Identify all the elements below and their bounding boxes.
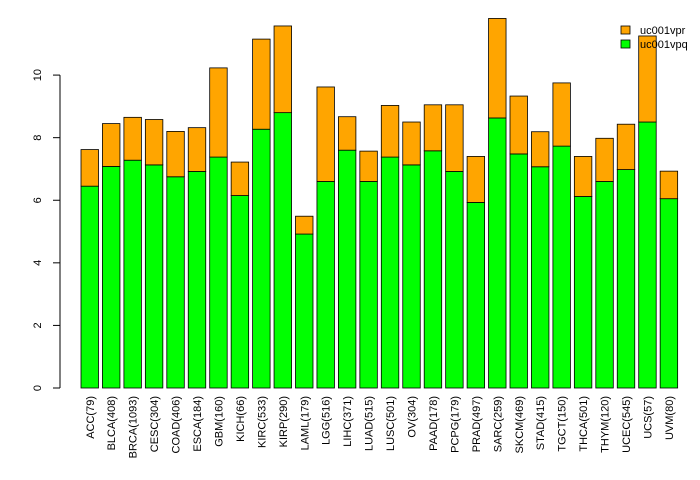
bar-uc001vpr <box>488 18 507 119</box>
x-tick-label: BRCA(1093) <box>128 396 140 458</box>
x-tick-label: LUAD(515) <box>364 396 376 451</box>
bar-uc001vpr <box>123 116 142 161</box>
x-tick-label: KIRC(533) <box>256 396 268 448</box>
bar-uc001vpq <box>595 181 614 389</box>
bar-uc001vpr <box>423 104 443 152</box>
x-tick-label: PRAD(497) <box>471 396 483 452</box>
bar-uc001vpr <box>144 119 164 166</box>
bar-uc001vpq <box>638 121 657 389</box>
x-tick-label: GBM(160) <box>213 396 225 447</box>
bar-uc001vpr <box>638 35 657 123</box>
x-tick-label: KICH(66) <box>235 396 247 442</box>
bar-uc001vpq <box>380 156 400 389</box>
x-tick-label: UCEC(545) <box>621 396 633 453</box>
bar-uc001vpq <box>166 176 185 389</box>
bar-uc001vpq <box>659 198 679 389</box>
x-tick-label: TGCT(150) <box>557 396 569 452</box>
legend-swatch-uc001vpq <box>620 39 631 49</box>
bar-uc001vpr <box>402 121 421 166</box>
bar-uc001vpr <box>80 149 99 187</box>
bar-uc001vpr <box>595 137 614 182</box>
bar-uc001vpr <box>552 82 571 147</box>
x-tick-label: THCA(501) <box>578 396 590 452</box>
x-tick-label: SKCM(469) <box>514 396 526 453</box>
x-tick-label: THYM(120) <box>600 396 612 453</box>
bar-uc001vpq <box>552 145 571 389</box>
bar-uc001vpq <box>273 112 292 389</box>
x-tick-label: ACC(79) <box>85 396 97 439</box>
bar-uc001vpq <box>423 150 443 389</box>
legend-label-uc001vpq: uc001vpq <box>640 39 688 51</box>
bar-uc001vpq <box>359 181 378 389</box>
legend: uc001vpr uc001vpq <box>620 25 688 51</box>
bar-uc001vpr <box>187 127 207 172</box>
x-tick-label: PCPG(179) <box>449 396 461 453</box>
bar-uc001vpq <box>187 171 207 389</box>
y-tick-label: 4 <box>32 260 44 266</box>
x-tick-label: LIHC(371) <box>342 396 354 447</box>
x-tick-label: LGG(516) <box>321 396 333 445</box>
bar-uc001vpr <box>102 123 121 167</box>
x-tick-label: LUSC(501) <box>385 396 397 451</box>
bar-uc001vpq <box>509 153 528 389</box>
bar-uc001vpq <box>402 164 421 389</box>
bar-uc001vpr <box>295 215 314 235</box>
bars-group <box>80 18 679 389</box>
x-tick-label: UCS(57) <box>642 396 654 439</box>
bar-uc001vpq <box>144 164 164 389</box>
x-tick-label: PAAD(178) <box>428 396 440 451</box>
x-tick-label: CESC(304) <box>149 396 161 452</box>
bar-uc001vpq <box>295 233 314 389</box>
legend-label-uc001vpr: uc001vpr <box>640 25 686 37</box>
bar-uc001vpr <box>380 105 400 158</box>
bar-uc001vpq <box>252 128 271 389</box>
bar-uc001vpr <box>659 170 679 200</box>
x-tick-label: STAD(415) <box>535 396 547 450</box>
bar-uc001vpr <box>252 38 271 130</box>
bar-uc001vpr <box>616 123 636 170</box>
x-tick-label: KIRP(290) <box>278 396 290 447</box>
bar-uc001vpq <box>209 156 228 389</box>
bar-uc001vpr <box>359 150 378 182</box>
bar-uc001vpq <box>466 202 486 389</box>
y-tick-label: 6 <box>32 197 44 203</box>
bar-uc001vpr <box>273 25 292 114</box>
y-axis: 0 2 4 6 8 10 <box>32 69 61 391</box>
bar-uc001vpr <box>337 116 357 151</box>
y-tick-label: 2 <box>32 322 44 328</box>
bar-uc001vpq <box>531 166 550 389</box>
bar-uc001vpr <box>316 86 335 182</box>
bar-uc001vpr <box>166 131 185 178</box>
bar-uc001vpr <box>531 131 550 168</box>
bar-uc001vpq <box>123 159 142 389</box>
x-tick-label: COAD(406) <box>171 396 183 453</box>
bar-uc001vpr <box>230 161 250 196</box>
bar-uc001vpq <box>445 171 464 389</box>
x-tick-label: SARC(259) <box>492 396 504 452</box>
legend-swatch-uc001vpr <box>620 25 631 35</box>
bar-uc001vpr <box>466 156 486 203</box>
y-tick-label: 0 <box>32 385 44 391</box>
bar-uc001vpq <box>616 169 636 389</box>
x-axis-labels: ACC(79) BLCA(408) BRCA(1093) CESC(304) COAD(… <box>85 396 676 458</box>
y-tick-label: 8 <box>32 135 44 141</box>
y-tick-label: 10 <box>32 69 44 81</box>
bar-uc001vpq <box>230 195 250 389</box>
bar-uc001vpr <box>445 104 464 172</box>
bar-uc001vpq <box>337 149 357 389</box>
x-tick-label: OV(304) <box>407 396 419 438</box>
x-tick-label: UVM(80) <box>664 396 676 440</box>
bar-uc001vpq <box>80 185 99 389</box>
x-tick-label: BLCA(408) <box>106 396 118 450</box>
bar-uc001vpr <box>573 156 593 197</box>
x-tick-label: LAML(179) <box>299 396 311 450</box>
x-tick-label: ESCA(184) <box>192 396 204 452</box>
bar-uc001vpq <box>488 117 507 389</box>
bar-uc001vpr <box>509 95 528 155</box>
bar-uc001vpq <box>102 166 121 389</box>
bar-uc001vpr <box>209 67 228 158</box>
bar-uc001vpq <box>573 196 593 389</box>
bar-uc001vpq <box>316 181 335 389</box>
